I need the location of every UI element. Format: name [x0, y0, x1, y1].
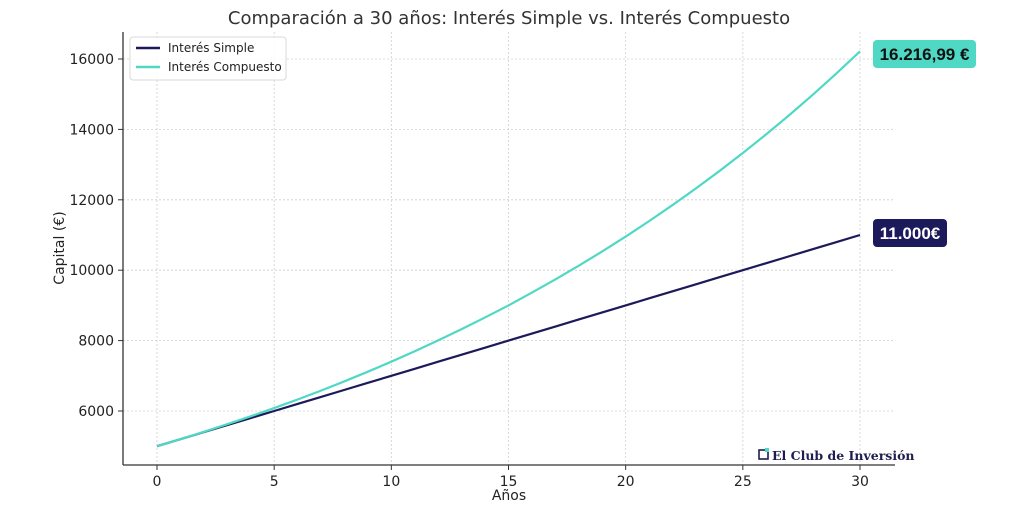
- value-badge-simple: [873, 219, 947, 247]
- y-axis-label: Capital (€): [52, 211, 68, 284]
- y-tick-label: 16000: [69, 52, 114, 68]
- annotation-compound: 16.216,99 €: [873, 40, 976, 68]
- y-tick-label: 6000: [78, 404, 114, 420]
- brand-logo-icon: [758, 448, 769, 460]
- brand-name: El Club de Inversión: [772, 448, 915, 463]
- value-badge-compound-text: 16.216,99 €: [880, 45, 970, 64]
- x-tick-label: 5: [270, 474, 279, 490]
- legend: Interés Simple Interés Compuesto: [129, 36, 287, 81]
- series-line-simple: [156, 233, 861, 448]
- legend-box: [129, 36, 287, 81]
- x-tick-label: 0: [153, 474, 162, 490]
- y-tick-label: 12000: [69, 193, 114, 209]
- y-tick-label: 10000: [69, 263, 114, 279]
- chart-title: Comparación a 30 años: Interés Simple vs…: [228, 8, 790, 29]
- legend-label-simple: Interés Simple: [168, 41, 254, 55]
- x-tick-label: 15: [500, 474, 518, 490]
- x-tick-label: 25: [734, 474, 752, 490]
- annotation-simple: 11.000€: [873, 219, 947, 247]
- x-tick-label: 30: [851, 474, 869, 490]
- y-tick-label: 14000: [69, 122, 114, 138]
- y-tick-label: 8000: [78, 334, 114, 350]
- x-axis-label: Años: [492, 488, 526, 504]
- series-lines: [156, 50, 861, 448]
- value-badge-simple-text: 11.000€: [880, 224, 941, 243]
- legend-label-compound: Interés Compuesto: [168, 60, 282, 74]
- x-axis-ticks: 0 5 10 15 20 25 30: [153, 465, 869, 490]
- x-tick-label: 10: [382, 474, 400, 490]
- series-line-compound: [156, 50, 861, 448]
- y-axis-ticks: 6000 8000 10000 12000 14000 16000: [69, 52, 123, 420]
- value-badge-compound: [873, 40, 976, 68]
- x-tick-label: 20: [617, 474, 635, 490]
- watermark: El Club de Inversión: [758, 448, 915, 463]
- grid-lines: [123, 32, 895, 465]
